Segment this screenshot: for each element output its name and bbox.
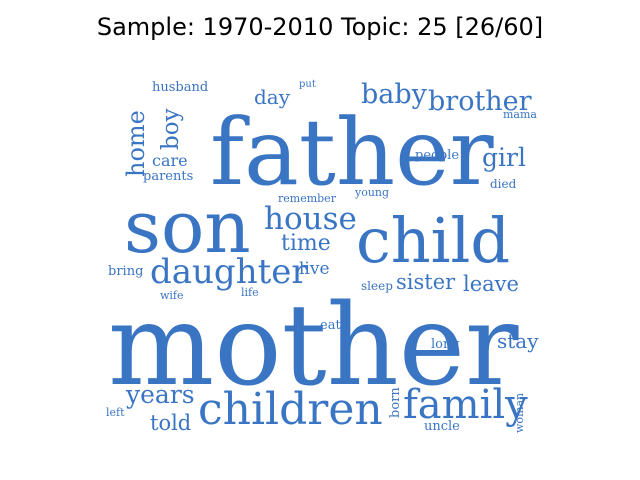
word-child: child xyxy=(356,204,510,277)
word-people: people xyxy=(415,148,459,163)
word-uncle: uncle xyxy=(424,419,460,434)
word-mother: mother xyxy=(108,281,519,411)
word-live: live xyxy=(299,259,330,279)
word-husband: husband xyxy=(152,80,208,95)
word-born: born xyxy=(388,387,403,418)
word-family: family xyxy=(403,382,528,428)
word-boy: boy xyxy=(158,108,184,150)
word-home: home xyxy=(122,110,150,177)
word-baby: baby xyxy=(361,79,428,110)
word-father: father xyxy=(210,99,494,206)
word-house: house xyxy=(264,201,357,237)
word-stay: stay xyxy=(497,329,539,353)
word-day: day xyxy=(254,85,291,109)
word-young: young xyxy=(354,186,389,199)
word-children: children xyxy=(198,384,383,435)
word-girl: girl xyxy=(482,143,526,172)
word-died: died xyxy=(490,177,517,191)
word-left: left xyxy=(106,406,125,419)
word-mama: mama xyxy=(503,108,537,121)
word-put: put xyxy=(299,79,316,90)
word-long: long xyxy=(431,337,460,352)
word-years: years xyxy=(125,380,195,409)
word-sleep: sleep xyxy=(361,279,393,293)
word-life: life xyxy=(241,286,259,299)
word-time: time xyxy=(281,231,331,256)
word-bring: bring xyxy=(108,264,143,279)
word-daughter: daughter xyxy=(150,252,308,292)
word-brother: brother xyxy=(428,86,532,117)
word-care: care xyxy=(152,151,188,170)
word-told: told xyxy=(150,411,191,435)
word-wife: wife xyxy=(160,289,184,302)
word-remember: remember xyxy=(278,192,337,205)
word-woman: woman xyxy=(513,393,526,433)
word-eat: eat xyxy=(320,318,341,333)
word-sister: sister xyxy=(396,270,456,294)
word-son: son xyxy=(124,185,251,269)
word-parents: parents xyxy=(143,169,193,184)
page-title: Sample: 1970-2010 Topic: 25 [26/60] xyxy=(96,13,544,41)
word-leave: leave xyxy=(463,272,519,296)
